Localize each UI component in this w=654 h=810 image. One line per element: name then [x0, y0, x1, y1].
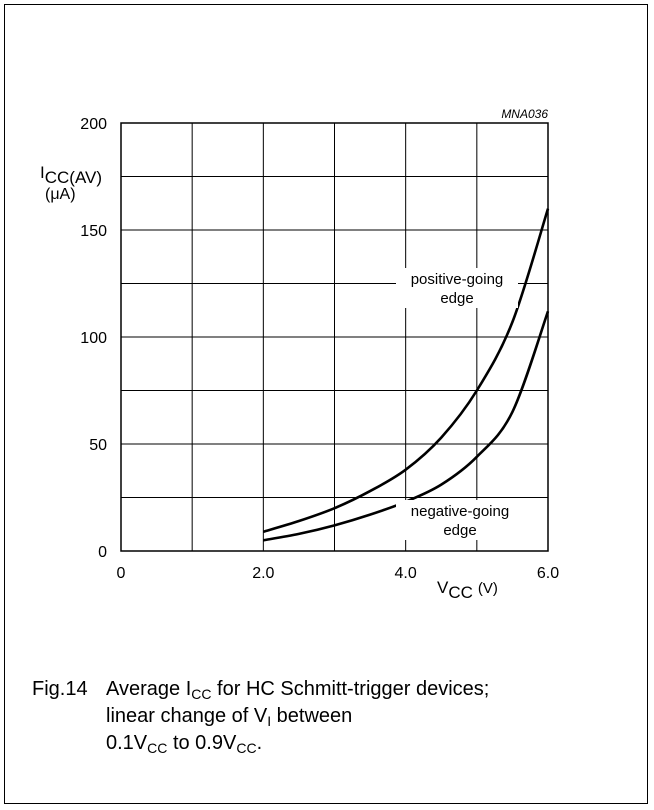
series-label-negative: negative-going edge — [396, 500, 524, 540]
x-axis-symbol: V — [437, 578, 449, 597]
series-label-positive-bg — [396, 268, 518, 308]
caption-line-1-b: for HC Schmitt-trigger devices; — [211, 678, 490, 700]
series-label-negative-line2: edge — [443, 522, 476, 539]
y-axis-unit: (μA) — [45, 186, 76, 203]
chart: 0 50 100 150 200 0 2.0 4.0 6.0 MNA036 ICC(AV) (μ… — [40, 107, 559, 602]
x-tick-label: 4.0 — [395, 565, 417, 582]
caption-line-2: linear change of VI between — [106, 703, 632, 730]
chart-code: MNA036 — [501, 107, 548, 121]
caption-line-3: 0.1VCC to 0.9VCC. — [106, 730, 632, 757]
y-tick-label: 100 — [80, 330, 107, 347]
series-label-positive-line2: edge — [440, 290, 473, 307]
x-axis-unit: (V) — [478, 580, 498, 597]
figure-caption: Fig.14 Average ICC for HC Schmitt-trigge… — [32, 676, 632, 757]
plot-border — [120, 122, 549, 552]
caption-line-2-sub: I — [267, 713, 272, 729]
caption-line-2-b: between — [271, 705, 353, 727]
y-axis-subscript: CC(AV) — [45, 168, 102, 187]
caption-line-2-a: linear change of V — [106, 705, 268, 727]
y-axis-symbol: I — [40, 163, 45, 182]
caption-body: Average ICC for HC Schmitt-trigger devic… — [106, 676, 632, 757]
caption-line-1-sub: CC — [191, 686, 212, 702]
y-tick-label: 0 — [98, 544, 107, 561]
series-label-negative-line1: negative-going — [411, 503, 509, 520]
caption-fig-number: Fig.14 — [32, 678, 88, 700]
caption-line-3-sub-a: CC — [147, 740, 168, 756]
tick-labels: 0 50 100 150 200 0 2.0 4.0 6.0 — [80, 116, 559, 582]
caption-line-3-sub-b: CC — [236, 740, 257, 756]
figure-frame — [4, 4, 648, 804]
caption-row: Fig.14 Average ICC for HC Schmitt-trigge… — [32, 676, 632, 757]
y-tick-label: 200 — [80, 116, 107, 133]
series-label-positive: positive-going edge — [396, 268, 518, 308]
caption-line-1: Average ICC for HC Schmitt-trigger devic… — [106, 676, 632, 703]
x-tick-label: 6.0 — [537, 565, 559, 582]
x-tick-label: 2.0 — [252, 565, 274, 582]
caption-line-1-a: Average I — [106, 678, 192, 700]
series-label-negative-bg — [396, 500, 524, 540]
x-axis-label: VCC (V) — [437, 578, 498, 602]
x-tick-label: 0 — [117, 565, 126, 582]
series-line-0 — [262, 208, 550, 533]
series-label-positive-line1: positive-going — [411, 271, 504, 288]
y-tick-label: 50 — [89, 437, 107, 454]
caption-line-3-b: to 0.9V — [167, 732, 237, 754]
x-axis-subscript: CC — [448, 583, 473, 602]
y-tick-label: 150 — [80, 223, 107, 240]
caption-line-3-a: 0.1V — [106, 732, 148, 754]
caption-line-3-c: . — [256, 732, 263, 754]
grid — [120, 122, 549, 552]
y-axis-label: ICC(AV) — [40, 163, 102, 187]
